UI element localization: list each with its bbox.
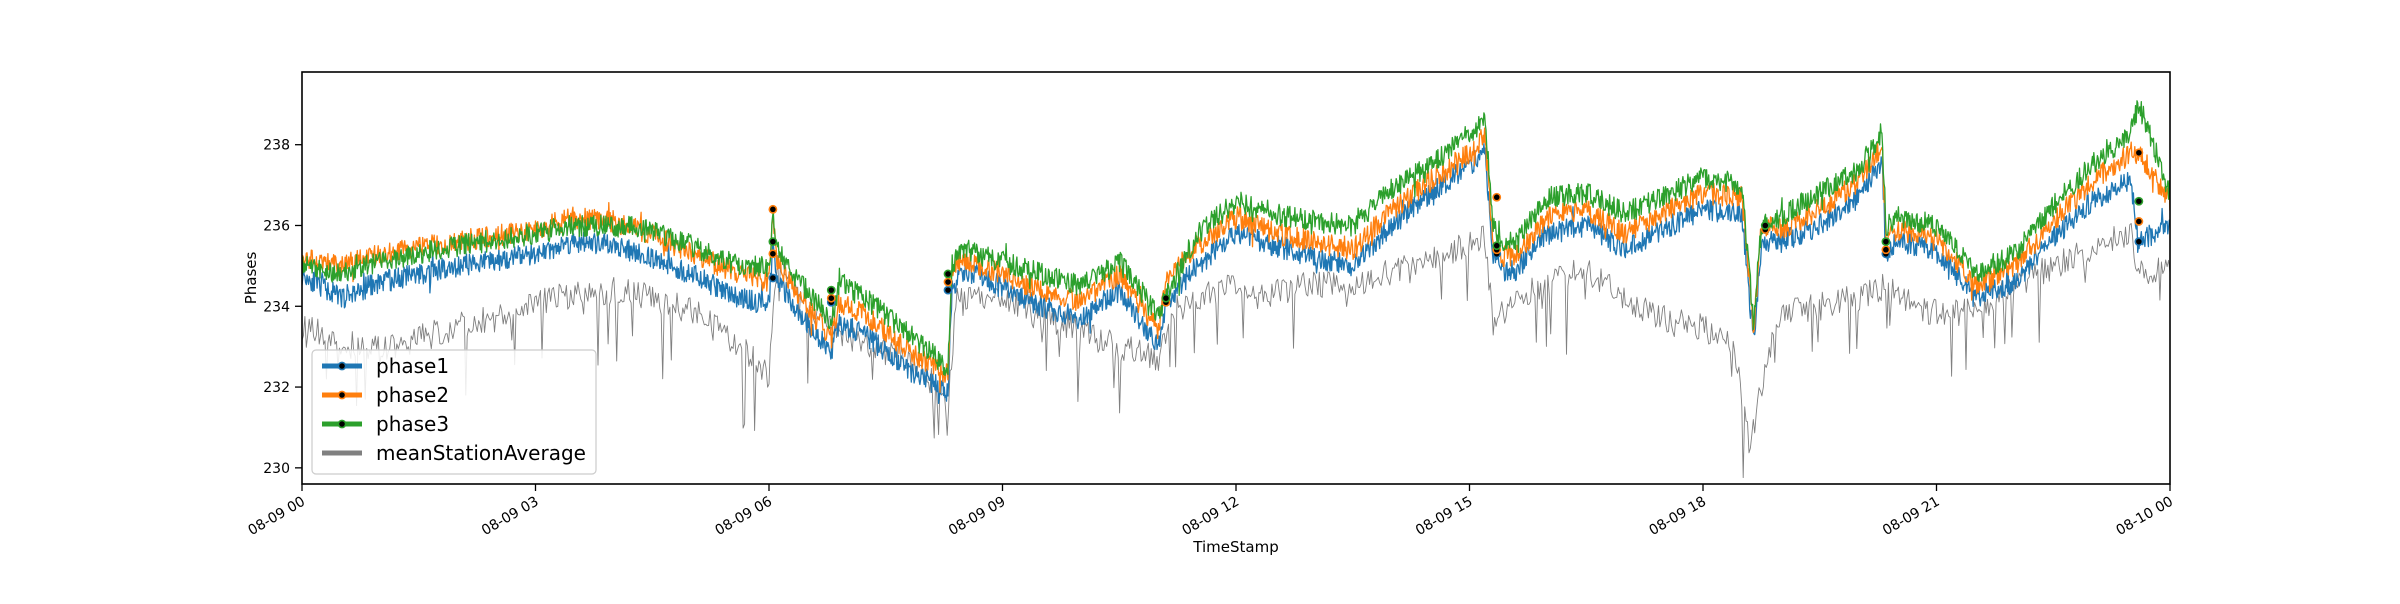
x-tick-label: 08-09 18 (1646, 494, 1709, 539)
x-tick-label: 08-09 03 (479, 494, 542, 539)
y-tick-label: 238 (263, 138, 290, 154)
event-marker (1881, 237, 1891, 247)
event-marker (2134, 217, 2144, 226)
event-marker (943, 277, 953, 287)
legend-marker (337, 361, 347, 371)
event-marker (2134, 237, 2144, 247)
event-marker (826, 293, 836, 303)
y-tick-label: 234 (263, 299, 290, 315)
y-tick-label: 232 (263, 380, 290, 396)
series-line-phase3 (302, 100, 2170, 377)
event-marker (768, 237, 778, 247)
y-tick-label: 236 (263, 218, 290, 234)
y-axis-label: Phases (242, 252, 260, 305)
legend-label-phase2: phase2 (376, 383, 449, 407)
x-axis: 08-09 00 08-09 03 08-09 06 08-09 09 08-09 12… (245, 484, 2176, 539)
legend-marker (337, 390, 347, 400)
x-tick-label: 08-09 09 (946, 494, 1009, 539)
legend-box (311, 349, 597, 475)
x-axis-label: TimeStamp (1192, 538, 1278, 556)
series-layer (302, 100, 2170, 479)
event-marker (826, 285, 836, 295)
series-line-phase2 (302, 127, 2170, 393)
event-marker (768, 249, 778, 259)
y-tick-label: 230 (263, 461, 290, 477)
event-marker (2134, 196, 2144, 206)
x-tick-label: 08-09 12 (1179, 494, 1242, 539)
series-line-phase1 (302, 143, 2170, 405)
y-axis: 230 232 234 236 238 (263, 138, 302, 477)
legend: phase1 phase2 phase3 meanStationAverage (311, 349, 597, 475)
legend-label-phase1: phase1 (376, 354, 449, 378)
event-marker (1161, 293, 1171, 303)
legend-marker (337, 419, 347, 429)
event-marker (2134, 148, 2144, 158)
event-marker (1492, 241, 1502, 251)
series-line-meanStationAverage (302, 223, 2170, 479)
x-tick-label: 08-09 15 (1413, 494, 1476, 539)
event-marker (768, 273, 778, 283)
event-marker (768, 204, 778, 214)
event-marker (1492, 192, 1502, 202)
x-tick-label: 08-09 00 (245, 494, 308, 539)
legend-label-meanStationAverage: meanStationAverage (376, 441, 586, 465)
x-tick-label: 08-10 00 (2113, 494, 2176, 539)
legend-label-phase3: phase3 (376, 412, 449, 436)
event-marker (943, 285, 953, 295)
marker-layer (768, 148, 2144, 307)
event-marker (1881, 245, 1891, 255)
x-tick-label: 08-09 21 (1880, 494, 1943, 539)
event-marker (1760, 221, 1770, 230)
x-tick-label: 08-09 06 (712, 494, 775, 539)
event-marker (943, 269, 953, 279)
